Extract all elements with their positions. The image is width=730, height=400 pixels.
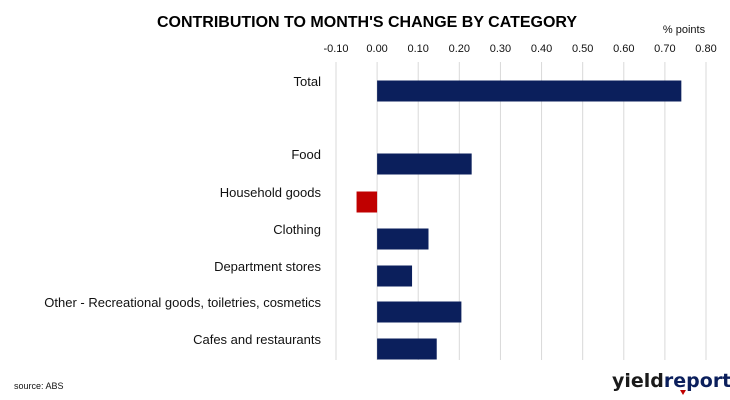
category-label: Department stores — [214, 259, 321, 274]
x-tick-label: 0.50 — [572, 43, 593, 55]
x-tick-label: 0.10 — [408, 43, 429, 55]
category-label: Total — [294, 74, 322, 89]
x-tick-label: 0.30 — [490, 43, 511, 55]
bar-department-stores — [377, 265, 413, 287]
bar-total — [377, 80, 682, 102]
svg-text:yieldreport: yieldreport — [612, 370, 730, 392]
x-tick-label: -0.10 — [323, 43, 348, 55]
chart-title: CONTRIBUTION TO MONTH'S CHANGE BY CATEGO… — [157, 14, 577, 31]
category-label: Clothing — [273, 222, 321, 237]
logo-part-report: report — [664, 370, 730, 392]
x-tick-label: 0.40 — [531, 43, 552, 55]
category-label: Food — [291, 147, 321, 162]
x-tick-label: 0.20 — [449, 43, 470, 55]
yieldreport-logo: yieldreport — [612, 370, 730, 395]
bar-household-goods — [356, 191, 378, 213]
category-label: Other - Recreational goods, toiletries, … — [44, 295, 321, 310]
bar-cafes-and-restaurants — [377, 338, 437, 360]
unit-label: % points — [663, 24, 706, 36]
x-tick-label: 0.80 — [695, 43, 716, 55]
bar-clothing — [377, 228, 429, 250]
x-tick-label: 0.70 — [654, 43, 675, 55]
bar-food — [377, 153, 472, 175]
bar-other-recreational-goods-toiletries-cosmetics — [377, 301, 462, 323]
category-label: Cafes and restaurants — [193, 332, 321, 347]
source-note: source: ABS — [14, 381, 64, 391]
x-tick-label: 0.60 — [613, 43, 634, 55]
logo-part-yield: yield — [612, 370, 664, 392]
category-label: Household goods — [220, 185, 322, 200]
x-tick-label: 0.00 — [366, 43, 387, 55]
logo-accent-icon — [680, 390, 686, 395]
